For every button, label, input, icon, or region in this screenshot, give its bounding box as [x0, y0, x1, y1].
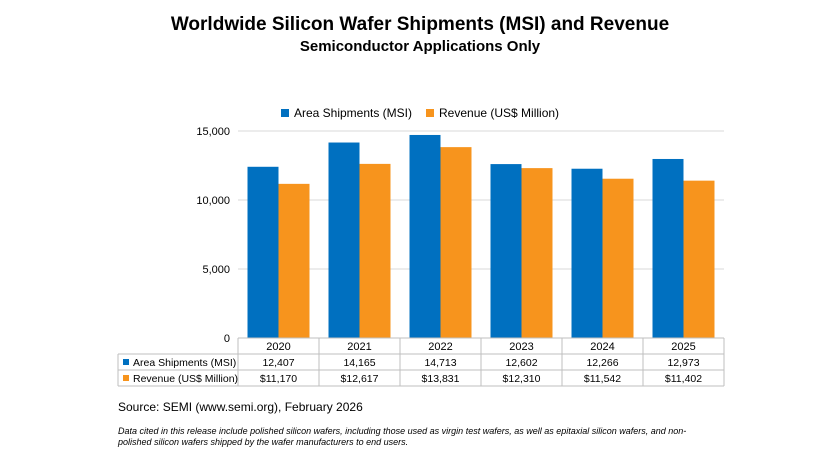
x-tick-label: 2020: [266, 341, 290, 353]
x-tick-label: 2023: [509, 341, 533, 353]
legend-item-shipments: Area Shipments (MSI): [280, 106, 412, 120]
bar-shipments-2023: [490, 164, 522, 338]
bar-shipments-2021: [328, 142, 360, 338]
table-legend-key: [123, 359, 129, 365]
table-cell: 12,602: [505, 357, 537, 369]
bar-revenue-2021: [359, 163, 391, 338]
table-cell: $11,542: [584, 373, 621, 385]
legend-swatch-revenue: [426, 109, 434, 117]
bar-shipments-2024: [571, 168, 603, 338]
chart-legend: Area Shipments (MSI) Revenue (US$ Millio…: [0, 106, 840, 120]
y-tick-label: 15,000: [196, 126, 230, 138]
x-tick-label: 2021: [347, 341, 371, 353]
bar-revenue-2024: [602, 178, 634, 338]
table-cell: 12,973: [667, 357, 699, 369]
bar-shipments-2025: [652, 158, 684, 338]
table-cell: $11,402: [665, 373, 702, 385]
table-cell: $12,617: [341, 373, 379, 385]
bar-shipments-2022: [409, 134, 441, 338]
y-tick-label: 0: [224, 333, 230, 345]
table-cell: 12,266: [586, 357, 618, 369]
legend-swatch-shipments: [280, 109, 289, 117]
bar-revenue-2022: [440, 147, 472, 338]
legend-item-revenue: Revenue (US$ Million): [426, 106, 559, 120]
y-tick-label: 10,000: [196, 195, 230, 207]
y-tick-label: 5,000: [202, 264, 230, 276]
table-cell: $12,310: [503, 373, 541, 385]
table-cell: $11,170: [260, 373, 297, 385]
x-tick-label: 2024: [590, 341, 614, 353]
table-row-label: Area Shipments (MSI): [133, 357, 236, 369]
chart-title: Worldwide Silicon Wafer Shipments (MSI) …: [170, 14, 670, 35]
table-cell: 14,713: [424, 357, 456, 369]
bar-shipments-2020: [247, 166, 279, 338]
x-tick-label: 2025: [671, 341, 695, 353]
bar-revenue-2023: [521, 168, 553, 338]
table-cell: $13,831: [422, 373, 460, 385]
legend-label-shipments: Area Shipments (MSI): [293, 106, 412, 120]
chart-subtitle: Semiconductor Applications Only: [299, 38, 541, 55]
source-note: Source: SEMI (www.semi.org), February 20…: [118, 400, 363, 414]
table-legend-key: [123, 375, 129, 381]
table-cell: 14,165: [343, 357, 375, 369]
bar-revenue-2025: [683, 180, 715, 338]
footnote: Data cited in this release include polis…: [118, 426, 687, 447]
bar-revenue-2020: [278, 183, 310, 338]
x-tick-label: 2022: [428, 341, 452, 353]
table-cell: 12,407: [262, 357, 294, 369]
table-row-label: Revenue (US$ Million): [133, 373, 238, 385]
legend-label-revenue: Revenue (US$ Million): [439, 106, 560, 120]
